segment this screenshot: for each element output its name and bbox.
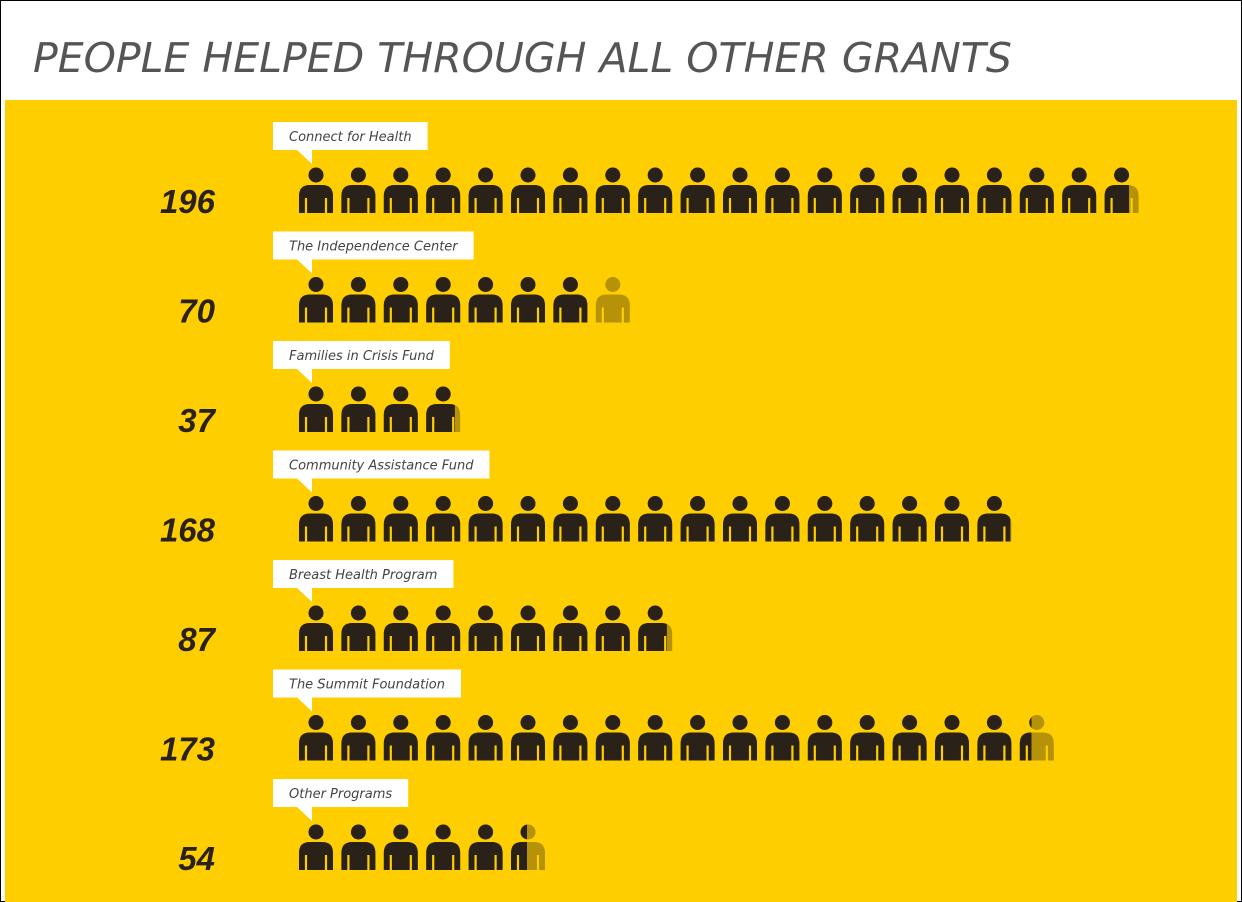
chart-title: PEOPLE HELPED THROUGH ALL OTHER GRANTS xyxy=(33,34,1012,82)
label-bubble: Families in Crisis Fund xyxy=(273,341,450,383)
label-bubble: Community Assistance Fund xyxy=(273,450,490,493)
pictogram xyxy=(299,715,1054,762)
label-bubble: Other Programs xyxy=(273,779,409,821)
pictogram xyxy=(299,496,1012,543)
panel xyxy=(5,100,1237,902)
value-label: 196 xyxy=(160,183,216,220)
value-label: 54 xyxy=(178,840,215,877)
pictogram xyxy=(299,386,461,433)
category-label: Other Programs xyxy=(289,787,392,802)
value-label: 37 xyxy=(178,402,216,439)
value-label: 173 xyxy=(160,731,215,768)
label-bubble: Connect for Health xyxy=(273,122,428,164)
category-label: Community Assistance Fund xyxy=(289,459,474,474)
value-label: 168 xyxy=(160,512,216,549)
label-bubble: The Summit Foundation xyxy=(273,669,461,712)
pictogram xyxy=(299,277,630,324)
pictogram xyxy=(299,824,545,871)
rows: Connect for Health 196 The Independence Ce… xyxy=(160,122,1139,877)
pictogram xyxy=(299,605,673,652)
label-bubble: Breast Health Program xyxy=(273,560,454,602)
pictogram xyxy=(299,167,1139,214)
category-label: The Independence Center xyxy=(289,240,459,255)
category-label: Families in Crisis Fund xyxy=(289,349,435,364)
value-label: 70 xyxy=(178,293,215,330)
category-label: Connect for Health xyxy=(289,130,412,145)
value-label: 87 xyxy=(178,621,216,658)
label-bubble: The Independence Center xyxy=(273,231,474,274)
category-label: Breast Health Program xyxy=(289,568,437,583)
category-label: The Summit Foundation xyxy=(289,678,445,693)
